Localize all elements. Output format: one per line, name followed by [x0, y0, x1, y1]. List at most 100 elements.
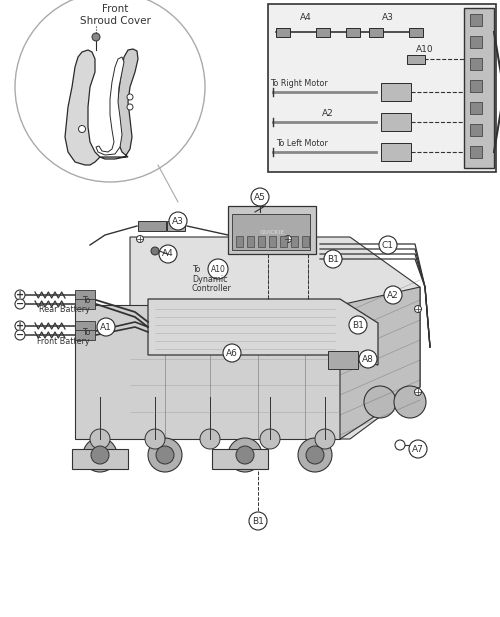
Bar: [212, 449, 268, 469]
Text: To Left Motor: To Left Motor: [276, 139, 328, 149]
Polygon shape: [65, 50, 100, 165]
Circle shape: [306, 446, 324, 464]
Text: A1: A1: [100, 323, 112, 331]
Bar: [470, 124, 482, 136]
Bar: [470, 14, 482, 26]
Bar: [258, 236, 265, 247]
Bar: [138, 221, 166, 231]
Circle shape: [15, 330, 25, 340]
Bar: [75, 321, 95, 331]
Text: A3: A3: [172, 217, 184, 225]
Circle shape: [260, 429, 280, 449]
Bar: [470, 58, 482, 70]
Bar: [381, 83, 411, 101]
Text: −: −: [16, 299, 24, 309]
Circle shape: [364, 386, 396, 418]
Text: B1: B1: [327, 254, 339, 263]
Text: Front
Shroud Cover: Front Shroud Cover: [80, 4, 150, 25]
Circle shape: [97, 318, 115, 336]
Polygon shape: [96, 57, 124, 155]
Circle shape: [236, 446, 254, 464]
Circle shape: [223, 344, 241, 362]
Bar: [228, 206, 316, 254]
Circle shape: [127, 104, 133, 110]
Circle shape: [78, 125, 86, 133]
Circle shape: [91, 446, 109, 464]
Circle shape: [409, 440, 427, 458]
Bar: [470, 80, 482, 92]
Bar: [302, 236, 309, 247]
Circle shape: [284, 236, 292, 242]
Bar: [247, 236, 254, 247]
Bar: [75, 330, 95, 340]
Circle shape: [169, 212, 187, 230]
Circle shape: [15, 299, 25, 309]
Circle shape: [148, 438, 182, 472]
Bar: [464, 8, 494, 168]
Bar: [381, 143, 411, 161]
Circle shape: [394, 386, 426, 418]
Bar: [470, 102, 482, 114]
Text: C1: C1: [382, 241, 394, 249]
Text: +: +: [16, 290, 24, 300]
Text: QUICKIE: QUICKIE: [260, 230, 284, 234]
Bar: [75, 290, 95, 300]
Circle shape: [395, 440, 405, 450]
Text: To Right Motor: To Right Motor: [270, 80, 328, 88]
Bar: [369, 28, 383, 36]
Circle shape: [208, 259, 228, 279]
Text: A2: A2: [387, 291, 399, 299]
Circle shape: [15, 321, 25, 331]
Circle shape: [251, 188, 269, 206]
Circle shape: [324, 250, 342, 268]
Bar: [291, 236, 298, 247]
Circle shape: [127, 94, 133, 100]
Bar: [316, 28, 330, 36]
Circle shape: [83, 438, 117, 472]
Bar: [167, 221, 185, 231]
Circle shape: [414, 305, 422, 312]
Circle shape: [249, 512, 267, 530]
Text: A4: A4: [162, 249, 174, 259]
Bar: [470, 36, 482, 48]
Text: A4: A4: [300, 14, 312, 22]
Circle shape: [92, 33, 100, 41]
Text: A5: A5: [254, 193, 266, 202]
Bar: [75, 299, 95, 309]
Circle shape: [159, 245, 177, 263]
Text: A2: A2: [322, 109, 334, 118]
Bar: [346, 28, 360, 36]
Bar: [409, 28, 423, 36]
Circle shape: [156, 446, 174, 464]
Text: A10: A10: [210, 265, 226, 273]
Bar: [276, 28, 290, 36]
Bar: [328, 351, 358, 369]
Circle shape: [145, 429, 165, 449]
Circle shape: [90, 429, 110, 449]
Circle shape: [136, 236, 143, 242]
Circle shape: [228, 438, 262, 472]
Bar: [269, 236, 276, 247]
Polygon shape: [130, 237, 420, 439]
Bar: [236, 236, 243, 247]
Circle shape: [151, 247, 159, 255]
Bar: [470, 146, 482, 158]
Text: A6: A6: [226, 349, 238, 357]
Circle shape: [414, 389, 422, 395]
Circle shape: [379, 236, 397, 254]
Polygon shape: [100, 49, 138, 159]
Text: To
Rear Battery: To Rear Battery: [39, 296, 90, 314]
Text: −: −: [16, 330, 24, 340]
Text: To
Front Battery: To Front Battery: [38, 328, 90, 346]
Text: B1: B1: [352, 320, 364, 329]
Circle shape: [359, 350, 377, 368]
Circle shape: [349, 316, 367, 334]
Bar: [72, 449, 128, 469]
Text: B1: B1: [252, 516, 264, 526]
Circle shape: [298, 438, 332, 472]
Text: To
Dynamic
Controller: To Dynamic Controller: [192, 265, 232, 294]
Text: A7: A7: [412, 444, 424, 453]
Text: A10: A10: [416, 46, 434, 54]
Text: A3: A3: [382, 14, 394, 22]
Bar: [280, 236, 287, 247]
